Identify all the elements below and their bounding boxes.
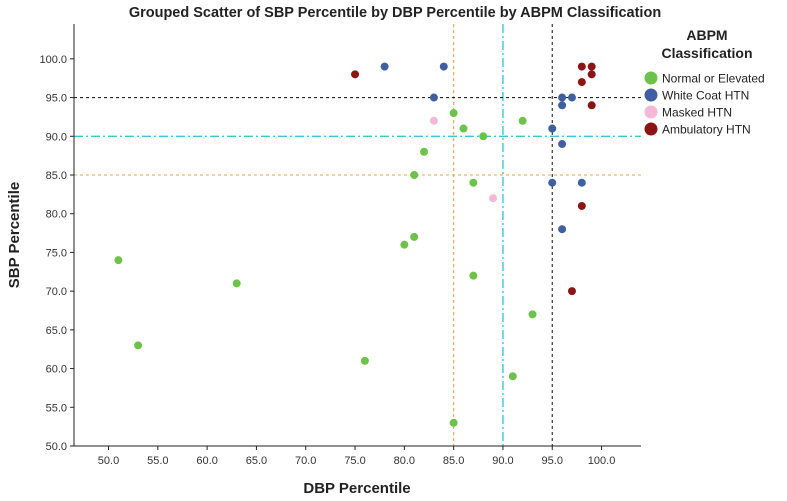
y-tick-label: 70.0: [46, 286, 67, 298]
data-point-normal-or-elevated: [360, 356, 369, 365]
data-point-normal-or-elevated: [459, 124, 468, 133]
data-point-white-coat-htn: [439, 62, 448, 71]
legend-label-ambulatory-htn: Ambulatory HTN: [662, 123, 751, 137]
x-tick-label: 55.0: [147, 455, 168, 467]
data-point-normal-or-elevated: [449, 418, 458, 427]
data-point-ambulatory-htn: [577, 62, 586, 71]
legend-label-white-coat-htn: White Coat HTN: [662, 89, 749, 103]
data-point-white-coat-htn: [380, 62, 389, 71]
data-point-white-coat-htn: [548, 178, 557, 187]
x-tick-label: 100.0: [588, 455, 616, 467]
data-point-ambulatory-htn: [577, 78, 586, 87]
x-tick-label: 95.0: [542, 455, 563, 467]
legend-items: Normal or Elevated White Coat HTN Masked H…: [644, 71, 765, 137]
data-point-white-coat-htn: [558, 93, 567, 102]
y-tick-label: 100.0: [39, 54, 67, 66]
legend-label-masked-htn: Masked HTN: [662, 106, 732, 120]
legend-swatch-ambulatory-htn: [644, 122, 658, 136]
y-axis-label: SBP Percentile: [6, 182, 23, 288]
data-points: [114, 62, 596, 427]
data-point-white-coat-htn: [567, 93, 576, 102]
data-point-normal-or-elevated: [410, 170, 419, 179]
x-axis-label: DBP Percentile: [303, 480, 410, 496]
x-tick-label: 50.0: [98, 455, 119, 467]
legend-swatch-white-coat-htn: [644, 88, 658, 102]
legend-title-line-1: ABPM: [686, 27, 727, 43]
data-point-white-coat-htn: [429, 93, 438, 102]
y-tick-label: 55.0: [46, 402, 67, 414]
x-tick-label: 90.0: [492, 455, 513, 467]
data-point-white-coat-htn: [548, 124, 557, 133]
legend: ABPM Classification Normal or Elevated Wh…: [644, 27, 765, 137]
x-tick-label: 85.0: [443, 455, 464, 467]
data-point-ambulatory-htn: [351, 70, 360, 79]
data-point-normal-or-elevated: [508, 372, 517, 381]
data-point-normal-or-elevated: [410, 232, 419, 241]
data-point-white-coat-htn: [558, 101, 567, 110]
legend-label-normal-or-elevated: Normal or Elevated: [662, 72, 765, 86]
y-tick-label: 65.0: [46, 325, 67, 337]
x-tick-label: 60.0: [196, 455, 217, 467]
x-tick-label: 70.0: [295, 455, 316, 467]
series-masked-htn: [429, 116, 498, 203]
y-tick-label: 50.0: [46, 441, 67, 453]
x-tick-label: 75.0: [344, 455, 365, 467]
series-ambulatory-htn: [351, 62, 596, 296]
data-point-normal-or-elevated: [479, 132, 488, 141]
legend-swatch-normal-or-elevated: [644, 71, 658, 85]
y-tick-label: 95.0: [46, 93, 67, 105]
data-point-masked-htn: [429, 116, 438, 125]
x-tick-label: 80.0: [394, 455, 415, 467]
x-tick-label: 65.0: [246, 455, 267, 467]
y-tick-label: 60.0: [46, 364, 67, 376]
series-normal-or-elevated: [114, 109, 537, 427]
data-point-normal-or-elevated: [518, 116, 527, 125]
data-point-ambulatory-htn: [587, 101, 596, 110]
data-point-white-coat-htn: [558, 225, 567, 234]
y-tick-label: 85.0: [46, 170, 67, 182]
data-point-normal-or-elevated: [420, 147, 429, 156]
y-tick-label: 80.0: [46, 209, 67, 221]
legend-title-line-2: Classification: [661, 45, 752, 61]
series-white-coat-htn: [380, 62, 586, 234]
data-point-normal-or-elevated: [528, 310, 537, 319]
data-point-normal-or-elevated: [400, 240, 409, 249]
data-point-ambulatory-htn: [567, 287, 576, 296]
data-point-ambulatory-htn: [577, 201, 586, 210]
data-point-white-coat-htn: [577, 178, 586, 187]
chart-title: Grouped Scatter of SBP Percentile by DBP…: [129, 5, 661, 21]
data-point-normal-or-elevated: [114, 256, 123, 265]
data-point-white-coat-htn: [558, 140, 567, 149]
data-point-ambulatory-htn: [587, 70, 596, 79]
y-tick-label: 75.0: [46, 247, 67, 259]
data-point-ambulatory-htn: [587, 62, 596, 71]
data-point-masked-htn: [489, 194, 498, 203]
data-point-normal-or-elevated: [469, 271, 478, 280]
reference-lines: [74, 24, 641, 446]
axes: 50.0 55.0 60.0 65.0 70.0 75.0 80.0 85.0 90.0 95.0…: [39, 24, 641, 467]
data-point-normal-or-elevated: [449, 109, 458, 118]
data-point-normal-or-elevated: [469, 178, 478, 187]
data-point-normal-or-elevated: [134, 341, 143, 350]
legend-swatch-masked-htn: [644, 105, 658, 119]
y-tick-label: 90.0: [46, 131, 67, 143]
data-point-normal-or-elevated: [232, 279, 241, 288]
